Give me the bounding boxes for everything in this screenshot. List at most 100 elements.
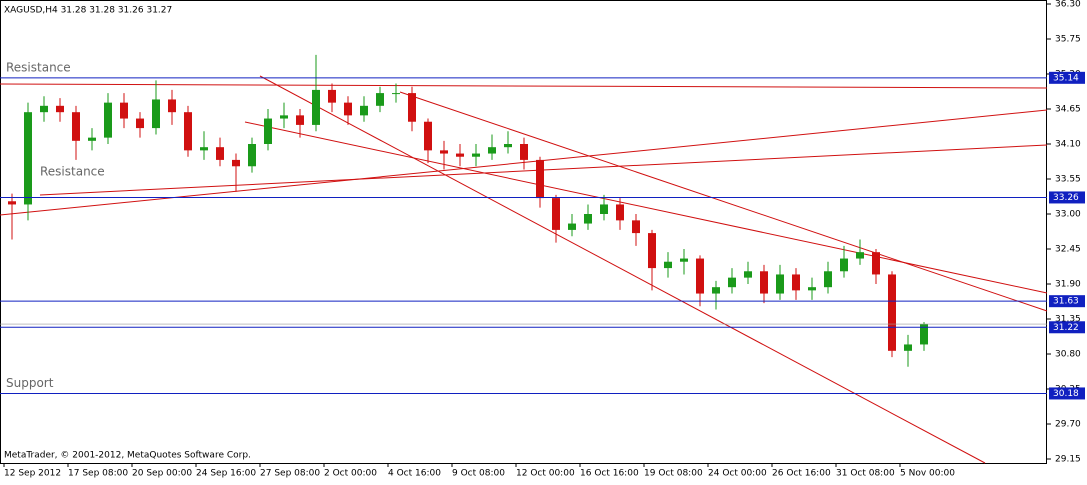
candle-body bbox=[552, 198, 560, 230]
candle-body bbox=[56, 105, 64, 113]
y-tick-label: 31.90 bbox=[1055, 280, 1081, 290]
chart-title: XAGUSD,H4 31.28 31.28 31.26 31.27 bbox=[4, 6, 172, 16]
candle-body bbox=[168, 99, 176, 113]
candle-body bbox=[504, 144, 512, 148]
candle-body bbox=[88, 137, 96, 141]
level-label: 31.63 bbox=[1053, 297, 1079, 307]
level-label: 33.26 bbox=[1053, 193, 1079, 203]
candle-body bbox=[760, 271, 768, 294]
candle-body bbox=[712, 287, 720, 294]
y-tick-label: 33.55 bbox=[1055, 175, 1081, 185]
candle-body bbox=[808, 287, 816, 291]
level-label-box bbox=[1049, 295, 1085, 308]
y-tick-label: 29.70 bbox=[1055, 420, 1081, 430]
y-tick-label: 31.35 bbox=[1055, 315, 1081, 325]
candle-body bbox=[72, 112, 80, 141]
annotation: Resistance bbox=[6, 60, 71, 74]
candle-body bbox=[8, 201, 16, 205]
candle-body bbox=[392, 93, 400, 95]
x-tick-label: 20 Sep 00:00 bbox=[132, 469, 192, 479]
trendline bbox=[244, 121, 1048, 294]
candle-body bbox=[872, 252, 880, 275]
candle-body bbox=[136, 118, 144, 129]
candle-body bbox=[424, 121, 432, 151]
y-tick-label: 35.75 bbox=[1055, 35, 1081, 45]
candle-body bbox=[888, 274, 896, 351]
candle-body bbox=[40, 105, 48, 113]
y-tick-label: 32.45 bbox=[1055, 245, 1081, 255]
trendline bbox=[259, 75, 986, 464]
x-tick-label: 4 Oct 16:00 bbox=[388, 469, 441, 479]
candle-body bbox=[840, 258, 848, 272]
y-tick-label: 36.30 bbox=[1055, 0, 1081, 10]
y-tick-label: 34.10 bbox=[1055, 140, 1081, 150]
candle-body bbox=[184, 112, 192, 151]
y-tick-label: 30.80 bbox=[1055, 350, 1081, 360]
candle-body bbox=[104, 102, 112, 138]
candle-body bbox=[824, 271, 832, 288]
candle-body bbox=[536, 159, 544, 199]
x-tick-label: 24 Sep 16:00 bbox=[196, 469, 256, 479]
candle-body bbox=[24, 112, 32, 205]
candle-body bbox=[200, 147, 208, 151]
candle-body bbox=[792, 274, 800, 291]
level-label-box bbox=[1049, 321, 1085, 334]
candle-body bbox=[728, 277, 736, 288]
x-tick-label: 31 Oct 08:00 bbox=[836, 469, 895, 479]
x-tick-label: 9 Oct 08:00 bbox=[452, 469, 505, 479]
candle-body bbox=[584, 214, 592, 224]
candle-body bbox=[568, 223, 576, 230]
x-tick-label: 26 Oct 16:00 bbox=[772, 469, 831, 479]
candle-body bbox=[920, 324, 928, 345]
x-tick-label: 12 Oct 00:00 bbox=[516, 469, 575, 479]
candle-body bbox=[904, 344, 912, 351]
candle-body bbox=[600, 204, 608, 214]
candle-body bbox=[312, 89, 320, 125]
trendline bbox=[399, 91, 1048, 312]
candle-body bbox=[376, 93, 384, 106]
y-tick-label: 33.00 bbox=[1055, 210, 1081, 220]
annotation: Support bbox=[6, 376, 54, 390]
candle-body bbox=[248, 144, 256, 167]
candle-body bbox=[216, 147, 224, 160]
candle-body bbox=[488, 147, 496, 154]
candle-body bbox=[744, 271, 752, 278]
candle-body bbox=[456, 153, 464, 157]
x-tick-label: 2 Oct 00:00 bbox=[324, 469, 377, 479]
level-label-box bbox=[1049, 387, 1085, 400]
x-tick-label: 19 Oct 08:00 bbox=[644, 469, 703, 479]
candle-body bbox=[440, 150, 448, 154]
candle-body bbox=[616, 204, 624, 221]
candle-body bbox=[520, 144, 528, 160]
candle-body bbox=[408, 93, 416, 122]
x-tick-label: 16 Oct 16:00 bbox=[580, 469, 639, 479]
candle-body bbox=[328, 89, 336, 103]
candle-body bbox=[472, 153, 480, 157]
level-label-box bbox=[1049, 71, 1085, 84]
y-tick-label: 34.65 bbox=[1055, 105, 1081, 115]
candle-body bbox=[680, 258, 688, 262]
candle-body bbox=[344, 102, 352, 116]
level-label: 31.22 bbox=[1053, 323, 1079, 333]
level-label: 30.18 bbox=[1053, 389, 1079, 399]
x-tick-label: 5 Nov 00:00 bbox=[900, 469, 955, 479]
trendline bbox=[0, 83, 1048, 89]
candle-body bbox=[264, 118, 272, 144]
candle-body bbox=[776, 274, 784, 294]
x-tick-label: 17 Sep 08:00 bbox=[68, 469, 128, 479]
candle-body bbox=[280, 115, 288, 119]
plot-frame bbox=[0, 0, 1047, 464]
candle-body bbox=[120, 102, 128, 119]
candle-body bbox=[232, 159, 240, 167]
candle-body bbox=[152, 99, 160, 129]
candle-body bbox=[632, 220, 640, 234]
x-tick-label: 12 Sep 2012 bbox=[4, 469, 61, 479]
candle-body bbox=[664, 261, 672, 269]
candle-body bbox=[296, 115, 304, 125]
footer: MetaTrader, © 2001-2012, MetaQuotes Soft… bbox=[4, 451, 251, 461]
x-tick-label: 27 Sep 08:00 bbox=[260, 469, 320, 479]
level-label-box bbox=[1049, 191, 1085, 204]
level-label: 35.14 bbox=[1053, 73, 1079, 83]
candle-body bbox=[696, 258, 704, 294]
